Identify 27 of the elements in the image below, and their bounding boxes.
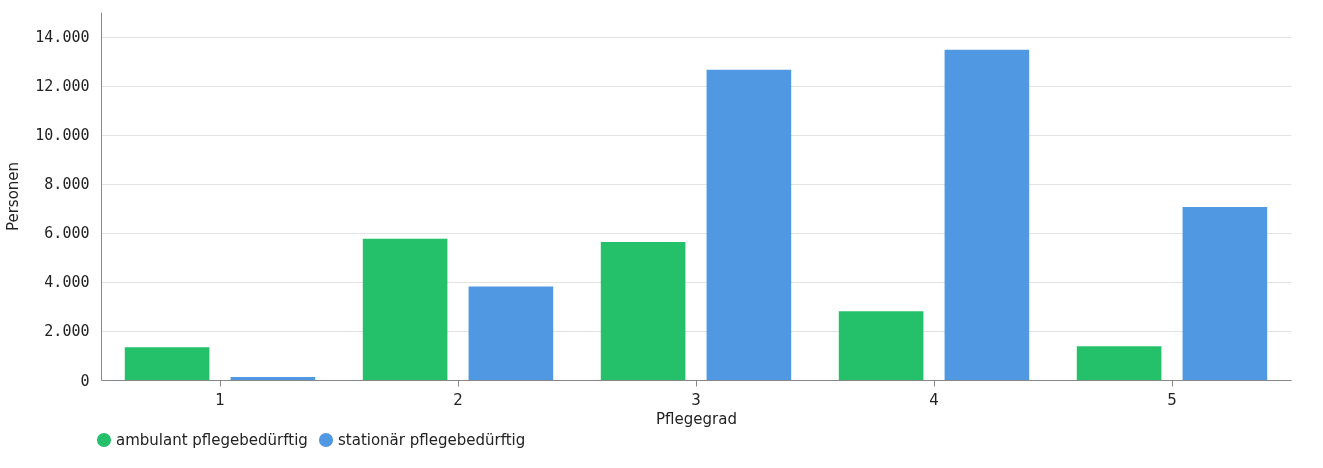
x-tick-label: 4	[929, 390, 939, 409]
bar	[838, 311, 924, 380]
x-tick-label: 3	[691, 390, 701, 409]
bar	[944, 49, 1030, 380]
bar	[706, 69, 792, 380]
bar	[1182, 207, 1268, 380]
y-tick-label: 2.000	[44, 322, 90, 341]
bar	[362, 238, 448, 380]
legend-label: stationär pflegebedürftig	[338, 431, 526, 449]
bar	[124, 347, 210, 380]
y-tick-label: 8.000	[44, 175, 90, 194]
y-tick-label: 12.000	[35, 77, 90, 96]
x-tick-label: 1	[215, 390, 225, 409]
bar	[600, 241, 686, 380]
bar	[230, 377, 316, 380]
y-tick-label: 14.000	[35, 28, 90, 47]
x-tick-label: 2	[453, 390, 463, 409]
y-axis-title: Personen	[4, 161, 23, 232]
legend-label: ambulant pflegebedürftig	[116, 431, 308, 449]
x-axis-title: Pflegegrad	[656, 409, 737, 428]
x-tick-label: 5	[1167, 390, 1177, 409]
bar	[1076, 346, 1162, 380]
bar	[468, 286, 554, 380]
y-tick-label: 10.000	[35, 126, 90, 145]
y-tick-label: 6.000	[44, 224, 90, 243]
y-tick-label: 0	[80, 371, 90, 390]
y-tick-label: 4.000	[44, 273, 90, 292]
